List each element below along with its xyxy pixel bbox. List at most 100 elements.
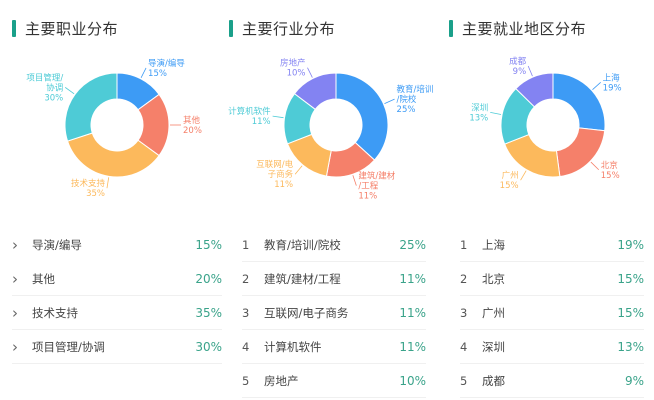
slice-label: 计算机软件 11%: [228, 106, 271, 127]
rank-number: 2: [242, 271, 250, 286]
item-name: 上海: [482, 237, 505, 252]
slice-label: 北京 15%: [601, 160, 620, 181]
chevron-right-icon: ›: [12, 303, 18, 322]
list-item[interactable]: › 其他 20%: [12, 262, 222, 296]
list-item: 5 成都 9%: [460, 364, 644, 398]
list-item: 2 北京 15%: [460, 262, 644, 296]
chevron-right-icon: ›: [12, 337, 18, 356]
slice-label: 技术支持 35%: [71, 178, 106, 199]
donut-slice[interactable]: [555, 127, 606, 178]
label-leader-line: [592, 82, 601, 90]
slice-label: 其他 20%: [183, 115, 202, 136]
item-name: 导演/编导: [32, 237, 82, 252]
section-title: 主要行业分布: [229, 18, 335, 39]
rank-number: 4: [242, 339, 250, 354]
item-percent: 10%: [399, 373, 426, 388]
section-industry: 主要行业分布 教育/培训/院校 25% 建筑/建材/工程 11% 互联网/电子商务 11%…: [218, 0, 436, 400]
list-item: 5 房地产 10%: [242, 364, 426, 398]
label-leader-line: [294, 165, 303, 175]
item-percent: 9%: [624, 373, 644, 388]
rank-number: 3: [460, 305, 468, 320]
item-name: 其他: [32, 271, 55, 286]
list-item[interactable]: › 技术支持 35%: [12, 296, 222, 330]
section-region: 主要就业地区分布 上海 19% 北京 15% 广州 15% 深圳 13% 成都 9% 1 上海 19%…: [436, 0, 654, 400]
donut-slice[interactable]: [515, 72, 554, 108]
list-item: 2 建筑/建材/工程 11%: [242, 262, 426, 296]
item-percent: 15%: [195, 237, 222, 252]
section-occupation: 主要职业分布 导演/编导 15% 其他 20% 技术支持 35% 项目管理/协调 30% › 导…: [0, 0, 222, 400]
donut-chart-industry: 教育/培训/院校 25% 建筑/建材/工程 11% 互联网/电子商务 11% 计算机软件 11…: [228, 58, 434, 202]
label-leader-line: [64, 87, 75, 95]
item-name: 深圳: [482, 339, 505, 354]
list-item: 3 广州 15%: [460, 296, 644, 330]
label-leader-line: [520, 170, 527, 181]
section-title: 主要职业分布: [12, 18, 118, 39]
chevron-right-icon: ›: [12, 235, 18, 254]
list-item[interactable]: › 项目管理/协调 30%: [12, 330, 222, 364]
item-name: 北京: [482, 271, 505, 286]
label-leader-line: [527, 65, 533, 77]
slice-label: 互联网/电子商务 11%: [256, 159, 293, 190]
slice-label: 深圳 13%: [469, 102, 488, 123]
rank-number: 1: [460, 237, 468, 252]
item-percent: 11%: [399, 339, 426, 354]
label-leader-line: [307, 67, 313, 78]
item-percent: 15%: [617, 305, 644, 320]
donut-slice[interactable]: [64, 72, 118, 142]
donut-slice[interactable]: [293, 72, 337, 111]
slice-label: 导演/编导 15%: [148, 58, 185, 79]
item-name: 互联网/电子商务: [264, 305, 349, 320]
slice-label: 教育/培训/院校 25%: [397, 84, 434, 115]
region-list: 1 上海 19% 2 北京 15% 3 广州 15% 4 深圳 13% 5 成都 9%: [460, 228, 644, 398]
list-item[interactable]: › 导演/编导 15%: [12, 228, 222, 262]
section-title: 主要就业地区分布: [449, 18, 586, 39]
item-name: 计算机软件: [264, 339, 322, 354]
slice-label: 广州 15%: [500, 170, 519, 191]
title-accent-bar: [12, 20, 16, 37]
item-name: 项目管理/协调: [32, 339, 105, 354]
donut-slice[interactable]: [335, 72, 389, 161]
list-item: 4 深圳 13%: [460, 330, 644, 364]
item-name: 房地产: [264, 373, 299, 388]
label-leader-line: [590, 161, 600, 171]
rank-number: 3: [242, 305, 250, 320]
item-name: 成都: [482, 373, 505, 388]
donut-slice[interactable]: [552, 72, 606, 132]
rank-number: 2: [460, 271, 468, 286]
item-name: 广州: [482, 305, 505, 320]
label-leader-line: [140, 67, 147, 78]
slice-label: 房地产 10%: [280, 58, 306, 79]
title-accent-bar: [449, 20, 453, 37]
slice-label: 成都 9%: [509, 56, 527, 77]
label-leader-line: [272, 115, 284, 119]
rank-number: 4: [460, 339, 468, 354]
item-name: 技术支持: [32, 305, 78, 320]
list-item: 1 上海 19%: [460, 228, 644, 262]
list-item: 3 互联网/电子商务 11%: [242, 296, 426, 330]
label-leader-line: [384, 98, 395, 104]
slice-label: 项目管理/协调 30%: [26, 72, 63, 103]
list-item: 1 教育/培训/院校 25%: [242, 228, 426, 262]
item-percent: 13%: [617, 339, 644, 354]
label-leader-line: [106, 177, 110, 189]
donut-slice[interactable]: [66, 132, 160, 178]
item-name: 建筑/建材/工程: [264, 271, 341, 286]
list-item: 4 计算机软件 11%: [242, 330, 426, 364]
rank-number: 5: [242, 373, 250, 388]
rank-number: 1: [242, 237, 250, 252]
item-percent: 30%: [195, 339, 222, 354]
rank-number: 5: [460, 373, 468, 388]
item-percent: 19%: [617, 237, 644, 252]
slice-label: 上海 19%: [603, 72, 622, 93]
label-leader-line: [490, 111, 502, 115]
item-percent: 11%: [399, 271, 426, 286]
slice-label: 建筑/建材/工程 11%: [358, 171, 395, 202]
donut-chart-occupation: 导演/编导 15% 其他 20% 技术支持 35% 项目管理/协调 30%: [26, 58, 202, 199]
item-percent: 15%: [617, 271, 644, 286]
industry-list: 1 教育/培训/院校 25% 2 建筑/建材/工程 11% 3 互联网/电子商务 11% 4 计算机…: [242, 228, 426, 398]
item-name: 教育/培训/院校: [264, 237, 341, 252]
item-percent: 35%: [195, 305, 222, 320]
title-accent-bar: [229, 20, 233, 37]
item-percent: 25%: [399, 237, 426, 252]
item-percent: 20%: [195, 271, 222, 286]
